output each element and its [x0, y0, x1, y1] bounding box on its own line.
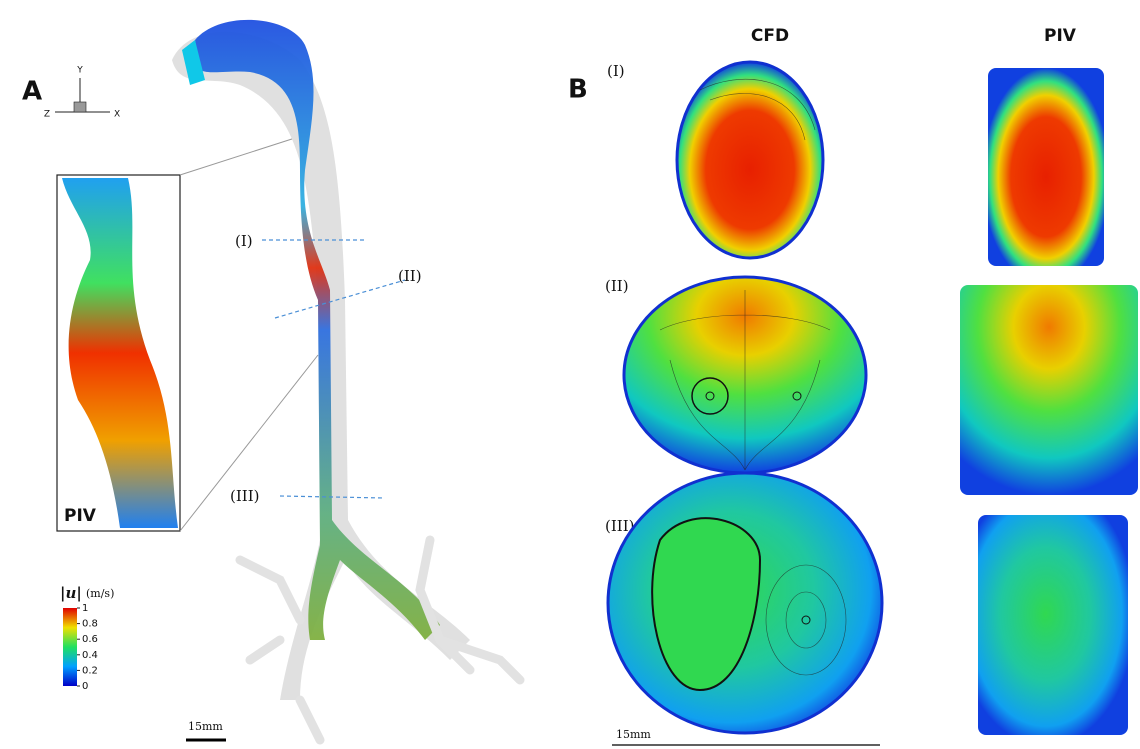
scale-bar: 15mm [186, 720, 226, 740]
colorbar-tick-label: 0 [82, 681, 88, 692]
axis-triad: Y Z X [44, 66, 120, 120]
scale-label: 15mm [188, 720, 223, 733]
panel-label: B [568, 75, 588, 105]
row-label: (II) [605, 277, 629, 295]
figure: A Y Z X PIV (I) (II) (III) |u| (m/s) 1 0.… [0, 0, 1140, 749]
piv-section [960, 285, 1138, 495]
colorbar-tick-label: 0.8 [82, 619, 98, 630]
section-label: (I) [235, 232, 253, 250]
cfd-section [624, 277, 866, 473]
section-label: (III) [230, 487, 259, 505]
axis-label: Y [76, 66, 83, 76]
inset: PIV [57, 138, 318, 531]
colorbar-unit: (m/s) [86, 587, 114, 600]
column-header: CFD [751, 26, 789, 46]
colorbar-symbol: |u| [60, 584, 82, 602]
colorbar-tick-label: 1 [82, 603, 88, 614]
column-header: PIV [1044, 26, 1077, 46]
inset-label: PIV [64, 506, 97, 526]
panel-label: A [22, 77, 42, 107]
cfd-section [608, 473, 882, 733]
row-label: (I) [607, 62, 625, 80]
piv-section [978, 515, 1128, 735]
colorbar: |u| (m/s) 1 0.8 0.6 0.4 0.2 0 [60, 584, 114, 692]
cfd-section [677, 62, 823, 258]
airway [172, 20, 520, 740]
axis-label: Z [44, 110, 50, 120]
colorbar-tick-label: 0.2 [82, 665, 98, 676]
section-label: (II) [398, 267, 422, 285]
piv-section [988, 68, 1104, 266]
colorbar-tick-label: 0.6 [82, 634, 98, 645]
colorbar-tick-label: 0.4 [82, 650, 98, 661]
scale-label: 15mm [616, 728, 651, 741]
axis-label: X [114, 110, 120, 120]
